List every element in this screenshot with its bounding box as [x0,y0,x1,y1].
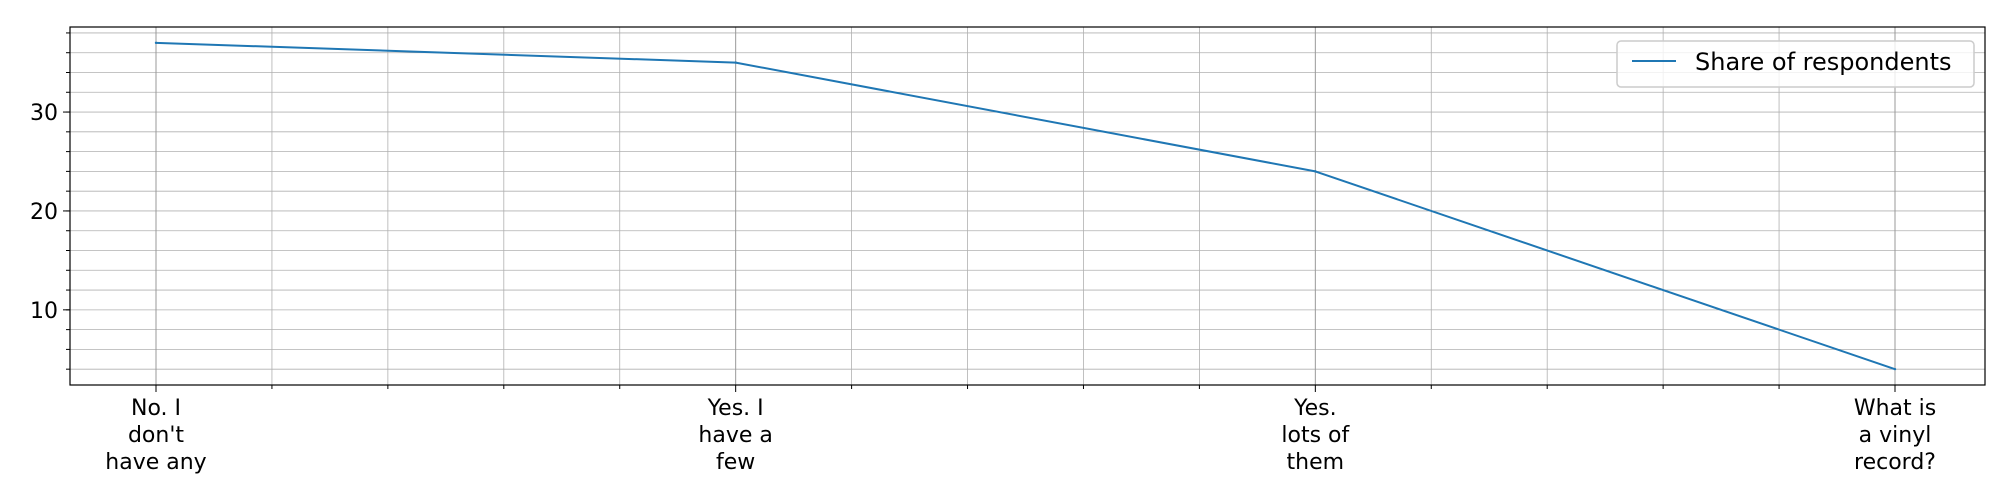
y-tick-labels: 10 20 30 [30,101,58,324]
x-tick-label-line: Yes. I [707,396,764,421]
y-tick-label: 30 [30,101,58,126]
x-tick-label-line: few [716,450,755,475]
data-point [1314,170,1317,173]
x-tick-label-line: record? [1854,450,1936,475]
legend: Share of respondents [1616,40,1975,88]
data-point [734,61,737,64]
y-tick-label: 10 [30,299,58,324]
x-tick-label-line: don't [128,423,184,448]
y-tick-label: 20 [30,200,58,225]
x-tick-label-line: have any [105,450,206,475]
legend-box [1616,40,1975,88]
x-tick-label-line: have a [698,423,772,448]
data-point [1893,367,1897,371]
x-tick-label-line: What is [1854,396,1936,421]
series-layer [154,41,1897,371]
plot-frame [69,26,1986,386]
series-line [155,41,1896,371]
data-point [154,41,158,45]
x-tick-label-line: a vinyl [1859,423,1932,448]
legend-label: Share of respondents [1695,48,1952,76]
grid [70,27,1985,385]
x-tick-label-line: lots of [1281,423,1350,448]
axes [63,26,1986,392]
x-tick-label-line: them [1287,450,1345,475]
x-tick-label-line: No. I [131,396,181,421]
x-tick-label-line: Yes. [1293,396,1337,421]
